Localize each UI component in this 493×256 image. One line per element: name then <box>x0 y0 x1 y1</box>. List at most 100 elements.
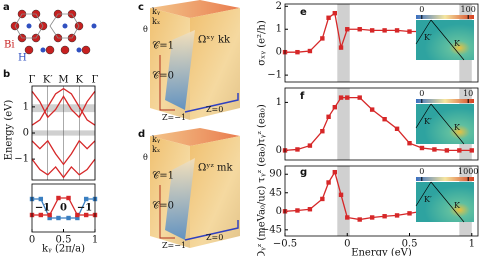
y-tick-label: 1 <box>276 97 282 108</box>
y-axis-label: τᵧᶻ (ea₀) <box>257 104 268 144</box>
render-d <box>150 128 240 248</box>
axis-label: kₓ <box>152 17 160 26</box>
marker <box>66 215 71 221</box>
marker <box>369 107 375 112</box>
marker <box>469 148 474 153</box>
x-tick-label: 0.5 <box>402 239 418 250</box>
bz-map <box>416 182 474 222</box>
marker <box>407 29 412 34</box>
y-tick-label: −1 <box>267 70 282 81</box>
axis-label: θ <box>143 153 148 162</box>
x-tick-label: Γ <box>92 75 99 86</box>
bz-edge <box>415 19 465 61</box>
region-label: Z=0 <box>206 105 223 114</box>
marker <box>345 27 350 32</box>
y-tick-label: 0 <box>276 47 282 58</box>
x-tick-label: K <box>76 75 84 86</box>
y-tick-label: 45 <box>269 187 282 198</box>
plot-frame <box>284 3 479 83</box>
axis-label: θ <box>143 25 148 34</box>
panel-label: b <box>3 69 10 80</box>
marker <box>394 213 400 218</box>
series-line <box>31 87 96 126</box>
y-tick-label: 2 <box>276 1 282 12</box>
atom-label: Bi <box>4 40 15 51</box>
bz-edge <box>415 103 465 145</box>
marker <box>47 215 52 221</box>
shaded-band <box>337 88 350 160</box>
x-tick-label: −0.5 <box>273 239 297 250</box>
marker <box>66 195 71 201</box>
marker <box>419 145 425 151</box>
bz-point: K <box>454 201 461 210</box>
marker <box>320 36 325 41</box>
plot-frame <box>31 183 96 233</box>
shaded-band <box>337 166 350 236</box>
colorbar-label: 0 <box>419 167 424 176</box>
marker <box>407 211 412 216</box>
panel-label: e <box>300 7 307 18</box>
x-tick-label: 0.5 <box>56 235 72 246</box>
marker <box>56 215 61 221</box>
marker <box>338 95 344 100</box>
panel-label: g <box>300 167 307 178</box>
marker <box>38 196 44 202</box>
region-label: Z=−1 <box>162 113 186 122</box>
marker <box>444 148 450 153</box>
y-axis-label: σₓᵧ (e²/h) <box>257 20 268 66</box>
marker <box>382 214 387 219</box>
marker <box>307 143 313 148</box>
y-axis-label: Dᵧᶻ (meVa₀/uc) τᵧᶻ (ea₀) <box>257 143 268 256</box>
marker <box>332 10 338 16</box>
plot-frame <box>31 85 96 181</box>
region-label: 𝒞=1 <box>152 171 174 182</box>
series-line <box>32 198 95 219</box>
x-axis-label: Energy (eV) <box>351 248 412 256</box>
marker <box>326 15 331 20</box>
marker <box>457 148 462 153</box>
y-tick-label: −45 <box>261 224 282 235</box>
marker <box>357 95 362 100</box>
region-label: Z=−1 <box>162 241 186 250</box>
x-tick-label: K′ <box>43 75 53 86</box>
render-c <box>150 0 240 120</box>
marker <box>295 147 300 152</box>
axis-label: kᵧ <box>152 135 160 144</box>
colorbar <box>416 99 474 103</box>
marker <box>432 147 437 152</box>
x-axis-label: kᵧ (2π/a) <box>42 244 85 255</box>
shaded-band <box>337 4 350 82</box>
x-tick-label: M <box>58 75 68 86</box>
marker <box>338 192 344 198</box>
x-tick-label: 0 <box>29 235 35 246</box>
series-line <box>31 158 96 179</box>
y-tick-label: 1 <box>276 24 282 35</box>
marker <box>394 28 400 33</box>
marker <box>38 212 44 218</box>
axis-label: kᵧ <box>152 7 160 16</box>
marker <box>332 105 338 110</box>
panel-label: f <box>300 91 305 102</box>
marker <box>307 48 313 54</box>
x-tick-label: Γ <box>29 75 36 86</box>
marker <box>47 212 52 218</box>
bz-point: K <box>454 123 461 132</box>
marker <box>295 49 300 55</box>
marker <box>326 180 331 185</box>
colorbar-label: 0 <box>419 5 424 14</box>
marker <box>382 28 387 33</box>
plot-frame <box>284 87 479 161</box>
marker <box>75 212 80 218</box>
quantity-label: Ωʸᶻ mk <box>198 163 233 174</box>
marker <box>83 212 89 218</box>
region-label: 𝒞=1 <box>152 41 174 52</box>
y-tick-label: 0 <box>276 206 282 217</box>
marker <box>382 117 387 122</box>
colorbar-label: 0 <box>419 89 424 98</box>
panel-label: a <box>3 2 10 13</box>
colorbar-label: 1000 <box>458 167 478 176</box>
y-axis-label: Energy (eV) <box>4 100 15 161</box>
x-tick-label: 0 <box>344 239 350 250</box>
region-label: Z=0 <box>206 233 223 242</box>
colorbar <box>416 177 474 181</box>
